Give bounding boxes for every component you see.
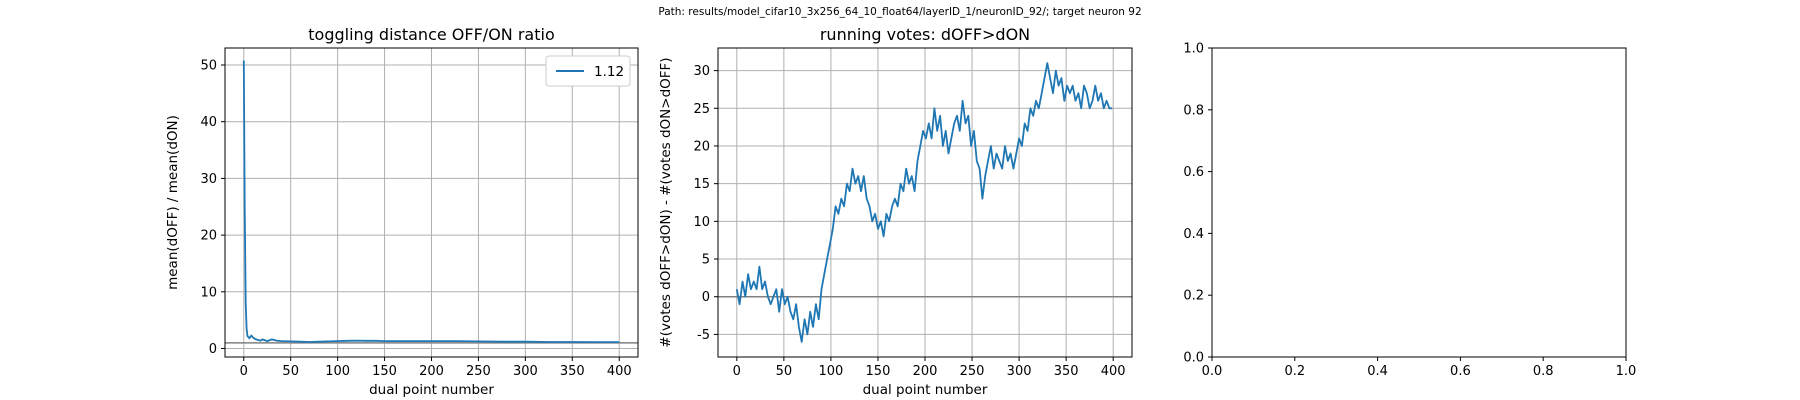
figure-suptitle: Path: results/model_cifar10_3x256_64_10_… — [658, 6, 1142, 18]
y-tick-label: 20 — [200, 229, 217, 244]
x-tick-label: 0 — [240, 364, 248, 379]
y-tick-label: 10 — [693, 215, 710, 230]
y-tick-label: 20 — [693, 139, 710, 154]
y-tick-label: 30 — [200, 172, 217, 187]
x-tick-label: 200 — [419, 364, 444, 379]
x-tick-label: 300 — [1007, 364, 1032, 379]
legend-box — [545, 55, 631, 87]
x-axis-label: dual point number — [863, 382, 988, 398]
x-tick-label: 150 — [866, 364, 891, 379]
y-tick-label: 1.0 — [1183, 42, 1204, 57]
y-axis-label: #(votes dOFF>dON) - #(votes dON>dOFF) — [658, 57, 674, 347]
y-tick-label: 0.0 — [1183, 351, 1204, 366]
chart-title: toggling distance OFF/ON ratio — [308, 25, 554, 44]
axes-frame — [1211, 47, 1627, 358]
x-tick-label: 350 — [1054, 364, 1079, 379]
y-tick-label: 30 — [693, 64, 710, 79]
x-tick-label: 0 — [733, 364, 741, 379]
y-tick-label: 25 — [693, 102, 710, 117]
series-line-1 — [242, 60, 620, 344]
series-line-1 — [735, 62, 1113, 343]
y-tick-label: 5 — [702, 253, 710, 268]
y-tick-label: -5 — [697, 328, 710, 343]
legend-label: 1.12 — [594, 64, 624, 80]
y-tick-label: 0 — [702, 290, 710, 305]
y-tick-label: 0.4 — [1183, 227, 1204, 242]
x-tick-label: 250 — [466, 364, 491, 379]
x-tick-label: 0.8 — [1533, 364, 1554, 379]
y-tick-label: 15 — [693, 177, 710, 192]
x-tick-label: 1.0 — [1616, 364, 1637, 379]
chart-1: 0 50 100 150 200 250 300 350 400 0 10 20 30 40 50 toggl… — [165, 25, 639, 398]
x-tick-label: 0.2 — [1284, 364, 1305, 379]
x-tick-label: 50 — [776, 364, 793, 379]
x-tick-label: 0.6 — [1450, 364, 1471, 379]
x-tick-label: 100 — [818, 364, 843, 379]
legend: 1.12 — [545, 55, 631, 87]
x-tick-label: 0.0 — [1202, 364, 1223, 379]
x-tick-label: 350 — [560, 364, 585, 379]
y-tick-label: 40 — [200, 115, 217, 130]
y-tick-label: 10 — [200, 285, 217, 300]
x-axis-label: dual point number — [369, 382, 494, 398]
x-tick-label: 300 — [513, 364, 538, 379]
x-tick-label: 400 — [1101, 364, 1126, 379]
x-tick-label: 50 — [282, 364, 299, 379]
y-tick-label: 0.2 — [1183, 289, 1204, 304]
x-tick-label: 150 — [372, 364, 397, 379]
y-axis-label: mean(dOFF) / mean(dON) — [165, 115, 181, 290]
y-tick-label: 0.8 — [1183, 103, 1204, 118]
y-tick-label: 0 — [209, 342, 217, 357]
x-tick-label: 200 — [913, 364, 938, 379]
y-tick-label: 50 — [200, 59, 217, 74]
chart-3: 0.0 0.2 0.4 0.6 0.8 1.0 0.0 0.2 0.4 0.6 0.8 1.0 — [1183, 42, 1636, 380]
chart-title: running votes: dOFF>dON — [820, 25, 1030, 44]
x-tick-label: 0.4 — [1367, 364, 1388, 379]
x-tick-label: 250 — [960, 364, 985, 379]
x-tick-label: 400 — [607, 364, 632, 379]
y-tick-label: 0.6 — [1183, 165, 1204, 180]
chart-2: 0 50 100 150 200 250 300 350 400 -5 0 5 10 15 20 25 30 ru… — [658, 25, 1133, 398]
x-tick-label: 100 — [325, 364, 350, 379]
